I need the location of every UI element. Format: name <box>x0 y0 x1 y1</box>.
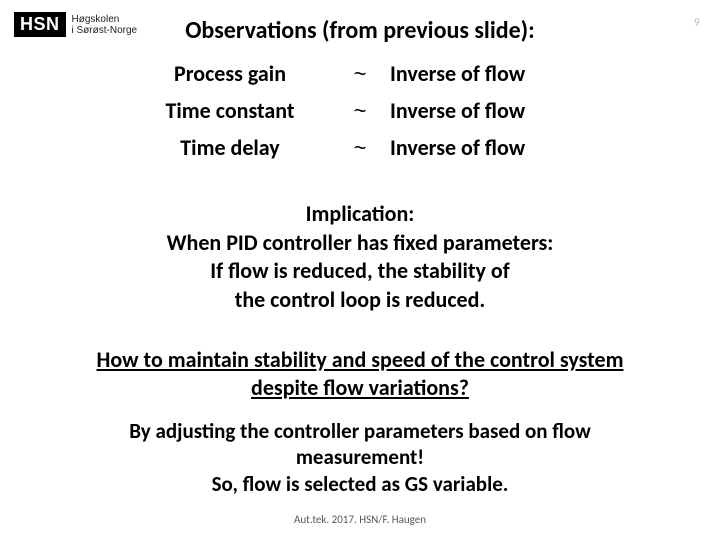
table-row: Time constant ~ Inverse of flow <box>0 97 720 124</box>
footer-text: Aut.tek. 2017. HSN/F. Haugen <box>0 513 720 526</box>
obs-tilde: ~ <box>330 135 390 161</box>
obs-value: Inverse of flow <box>390 134 590 161</box>
obs-label: Process gain <box>130 60 330 87</box>
answer-line: By adjusting the controller parameters b… <box>40 418 680 444</box>
obs-label: Time constant <box>130 97 330 124</box>
table-row: Process gain ~ Inverse of flow <box>0 60 720 87</box>
question-block: How to maintain stability and speed of t… <box>0 346 720 401</box>
table-row: Time delay ~ Inverse of flow <box>0 134 720 161</box>
implication-line: the control loop is reduced. <box>0 286 720 315</box>
answer-line: So, flow is selected as GS variable. <box>40 471 680 497</box>
slide: HSN Høgskolen i Sørøst-Norge 9 Observati… <box>0 0 720 540</box>
implication-block: Implication: When PID controller has fix… <box>0 200 720 314</box>
question-line: How to maintain stability and speed of t… <box>97 346 624 373</box>
obs-value: Inverse of flow <box>390 97 590 124</box>
obs-tilde: ~ <box>330 61 390 87</box>
implication-line: If flow is reduced, the stability of <box>0 257 720 286</box>
obs-value: Inverse of flow <box>390 60 590 87</box>
obs-label: Time delay <box>130 134 330 161</box>
answer-line: measurement! <box>40 444 680 470</box>
observations-table: Process gain ~ Inverse of flow Time cons… <box>0 60 720 171</box>
implication-line: When PID controller has fixed parameters… <box>0 229 720 258</box>
question-line: despite flow variations? <box>251 374 469 401</box>
obs-tilde: ~ <box>330 98 390 124</box>
slide-title: Observations (from previous slide): <box>0 16 720 45</box>
answer-block: By adjusting the controller parameters b… <box>0 418 720 497</box>
implication-line: Implication: <box>0 200 720 229</box>
